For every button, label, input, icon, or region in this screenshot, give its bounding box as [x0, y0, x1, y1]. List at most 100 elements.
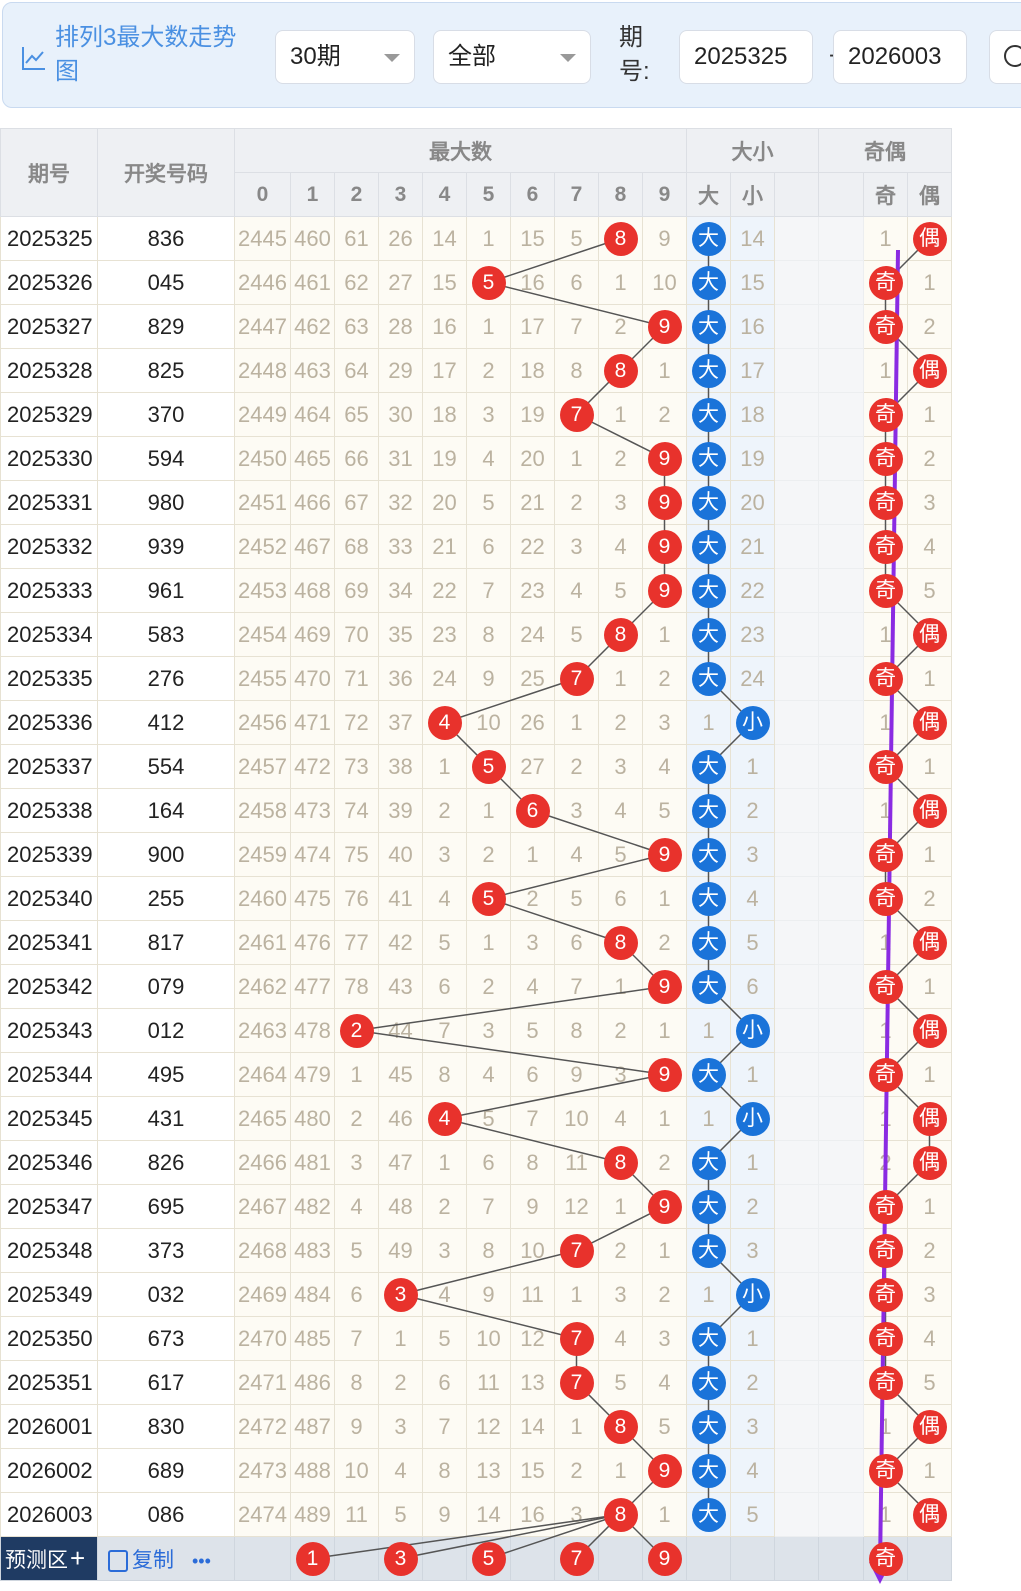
size-header-small: 小 — [730, 172, 775, 217]
numbers-cell: 032 — [97, 1272, 235, 1317]
miss-cell: 17 — [422, 348, 467, 393]
digit-header-2: 2 — [334, 172, 379, 217]
miss-cell: 8 — [554, 348, 599, 393]
parity-hit-cell: 奇 — [863, 1448, 908, 1493]
size-hit-cell: 大 — [686, 480, 731, 525]
miss-cell: 482 — [290, 1184, 335, 1229]
miss-cell: 476 — [290, 920, 335, 965]
miss-cell: 2466 — [234, 1140, 291, 1185]
miss-cell: 27 — [510, 744, 555, 789]
table-row: 2025325 836 2445 460 61 26 14 1 15 5 8 9 大 14 1 偶 — [0, 216, 952, 261]
size-gap-cell — [774, 1272, 819, 1317]
miss-cell: 7 — [466, 568, 511, 613]
numbers-cell: 673 — [97, 1316, 235, 1361]
more-button[interactable]: ••• — [192, 1550, 211, 1571]
parity-miss-cell: 1 — [907, 1448, 952, 1493]
period-select[interactable]: 30期 — [275, 30, 415, 84]
miss-cell: 18 — [422, 392, 467, 437]
prediction-parity-ball[interactable]: 奇 — [868, 1541, 903, 1576]
numbers-cell: 412 — [97, 700, 235, 745]
miss-cell: 14 — [510, 1404, 555, 1449]
prediction-ball[interactable]: 1 — [295, 1541, 330, 1576]
filter-select[interactable]: 全部 — [433, 30, 591, 84]
miss-cell: 17 — [510, 304, 555, 349]
miss-cell: 2474 — [234, 1492, 291, 1537]
table-row: 2025341 817 2461 476 77 42 5 1 3 6 8 2 大 5 1 偶 — [0, 920, 952, 965]
prediction-ball[interactable]: 9 — [647, 1541, 682, 1576]
parity-gap-cell — [818, 656, 864, 701]
size-miss-cell: 2 — [730, 788, 775, 833]
max-hit-cell: 5 — [466, 260, 511, 305]
miss-cell: 6 — [422, 1360, 467, 1405]
size-miss-cell: 1 — [730, 1316, 775, 1361]
prediction-ball[interactable]: 3 — [383, 1541, 418, 1576]
miss-cell: 9 — [466, 1272, 511, 1317]
miss-cell: 2 — [598, 1228, 643, 1273]
parity-gap-cell — [818, 1228, 864, 1273]
copy-button[interactable]: 复制 — [108, 1549, 174, 1572]
size-gap-cell — [774, 216, 819, 261]
prediction-ball[interactable]: 5 — [471, 1541, 506, 1576]
max-ball: 8 — [603, 925, 638, 960]
parity-ball: 奇 — [868, 749, 903, 784]
miss-cell: 10 — [466, 1316, 511, 1361]
parity-ball: 偶 — [912, 1497, 947, 1532]
size-miss-cell: 24 — [730, 656, 775, 701]
parity-gap-cell — [818, 876, 864, 921]
miss-cell: 470 — [290, 656, 335, 701]
max-ball: 9 — [647, 969, 682, 1004]
parity-hit-cell: 奇 — [863, 436, 908, 481]
miss-cell: 2450 — [234, 436, 291, 481]
miss-cell: 1 — [554, 1272, 599, 1317]
miss-cell: 4 — [334, 1184, 379, 1229]
miss-cell: 2465 — [234, 1096, 291, 1141]
miss-cell: 1 — [466, 788, 511, 833]
miss-cell: 2454 — [234, 612, 291, 657]
table-row: 2025329 370 2449 464 65 30 18 3 19 7 1 2 大 18 奇 1 — [0, 392, 952, 437]
miss-cell: 16 — [510, 1492, 555, 1537]
issue-from-value: 2025325 — [694, 43, 788, 70]
search-button[interactable] — [989, 30, 1021, 84]
size-miss-cell: 3 — [730, 1228, 775, 1273]
size-ball: 大 — [691, 881, 726, 916]
issue-to-input[interactable]: 2026003 — [833, 30, 967, 84]
miss-cell: 2 — [422, 788, 467, 833]
miss-cell: 46 — [378, 1096, 423, 1141]
size-gap-cell — [774, 568, 819, 613]
miss-cell: 11 — [466, 1360, 511, 1405]
parity-miss-cell: 1 — [907, 392, 952, 437]
miss-cell: 43 — [378, 964, 423, 1009]
miss-cell: 35 — [378, 612, 423, 657]
miss-cell: 68 — [334, 524, 379, 569]
issue-from-input[interactable]: 2025325 — [679, 30, 813, 84]
table-row: 2025346 826 2466 481 3 47 1 6 8 11 8 2 大 1 2 偶 — [0, 1140, 952, 1185]
parity-ball: 奇 — [868, 1277, 903, 1312]
miss-cell: 7 — [466, 1184, 511, 1229]
table-row: 2025338 164 2458 473 74 39 2 1 6 3 4 5 大 2 1 偶 — [0, 788, 952, 833]
parity-hit-cell: 奇 — [863, 1228, 908, 1273]
size-miss-cell: 3 — [730, 1404, 775, 1449]
miss-cell: 7 — [510, 1096, 555, 1141]
prediction-label[interactable]: 预测区+ — [0, 1536, 98, 1581]
parity-ball: 奇 — [868, 1453, 903, 1488]
issue-cell: 2025334 — [0, 612, 98, 657]
size-miss-cell: 18 — [730, 392, 775, 437]
size-ball: 大 — [691, 353, 726, 388]
prediction-ball[interactable]: 7 — [559, 1541, 594, 1576]
miss-cell: 1 — [598, 1184, 643, 1229]
parity-miss-cell: 1 — [907, 656, 952, 701]
miss-cell: 7 — [554, 964, 599, 1009]
parity-ball: 偶 — [912, 221, 947, 256]
prediction-ball-cell: 9 — [642, 1536, 687, 1581]
numbers-cell: 012 — [97, 1008, 235, 1053]
miss-cell: 465 — [290, 436, 335, 481]
size-gap-header — [774, 172, 819, 217]
max-ball: 7 — [559, 661, 594, 696]
miss-cell: 2 — [334, 1096, 379, 1141]
max-ball: 8 — [603, 1409, 638, 1444]
miss-cell: 23 — [510, 568, 555, 613]
miss-cell: 3 — [598, 1052, 643, 1097]
table-row: 2025347 695 2467 482 4 48 2 7 9 12 1 9 大 2 奇 1 — [0, 1184, 952, 1229]
size-ball: 大 — [691, 573, 726, 608]
max-hit-cell: 8 — [598, 1492, 643, 1537]
